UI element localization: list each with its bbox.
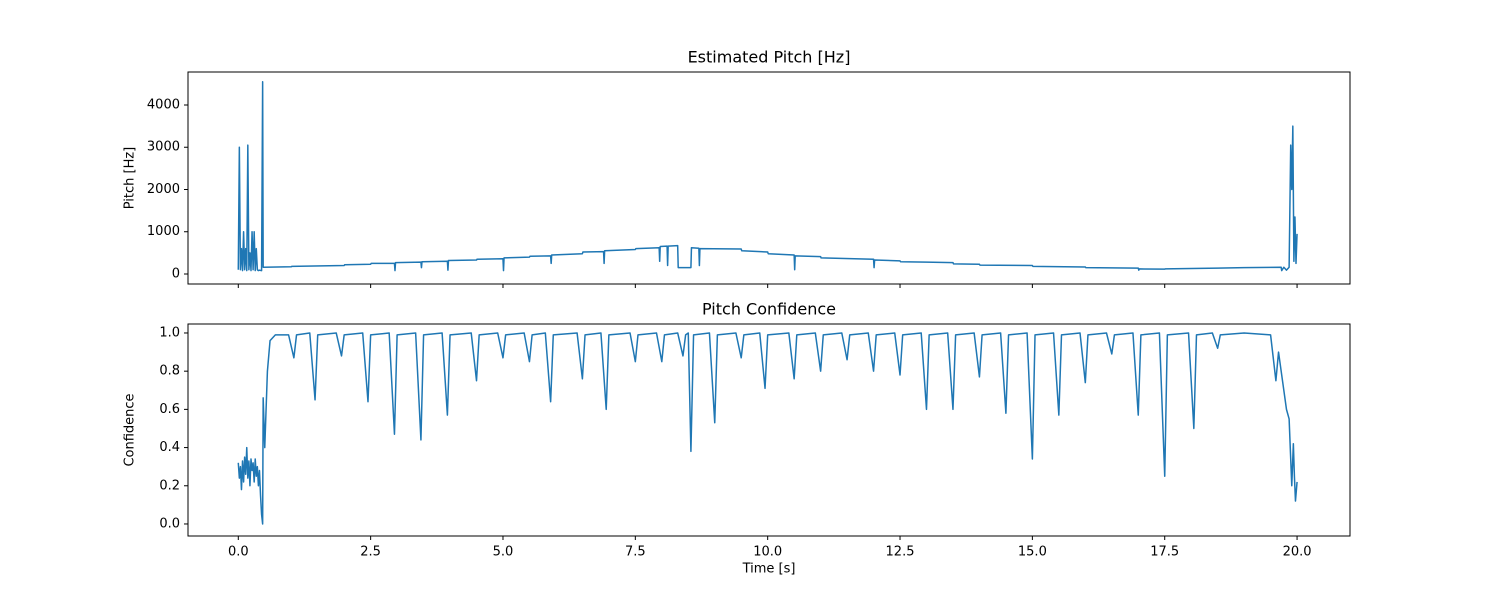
- y-tick-label: 4000: [147, 97, 180, 112]
- y-tick-label: 0.6: [159, 402, 180, 417]
- axes-frame: [187, 71, 1351, 285]
- y-tick-label: 1.0: [159, 325, 180, 340]
- pitch-line: [237, 81, 1298, 272]
- y-tick-label: 1000: [147, 224, 180, 239]
- y-tick-label: 0.4: [159, 440, 180, 455]
- chart-title: Pitch Confidence: [702, 300, 836, 319]
- y-tick-label: 0: [172, 266, 180, 281]
- y-tick-label: 3000: [147, 140, 180, 155]
- pitch-line: [237, 332, 1298, 525]
- axes-frame: [187, 323, 1351, 537]
- x-tick-label: 17.5: [1150, 545, 1179, 560]
- y-axis-label: Confidence: [123, 393, 138, 466]
- x-tick-label: 20.0: [1283, 545, 1312, 560]
- x-tick-label: 5.0: [493, 545, 514, 560]
- y-tick-label: 0.0: [159, 516, 180, 531]
- x-tick-label: 10.0: [753, 545, 782, 560]
- x-tick-label: 0.0: [228, 545, 249, 560]
- x-tick-label: 15.0: [1018, 545, 1047, 560]
- x-tick-label: 2.5: [360, 545, 381, 560]
- x-tick-label: 12.5: [886, 545, 915, 560]
- y-axis-label: Pitch [Hz]: [123, 147, 138, 210]
- y-tick-label: 0.8: [159, 364, 180, 379]
- y-tick-label: 0.2: [159, 478, 180, 493]
- chart-title: Estimated Pitch [Hz]: [688, 48, 851, 67]
- x-axis-label: Time [s]: [742, 562, 796, 577]
- x-tick-label: 7.5: [625, 545, 646, 560]
- y-tick-label: 2000: [147, 182, 180, 197]
